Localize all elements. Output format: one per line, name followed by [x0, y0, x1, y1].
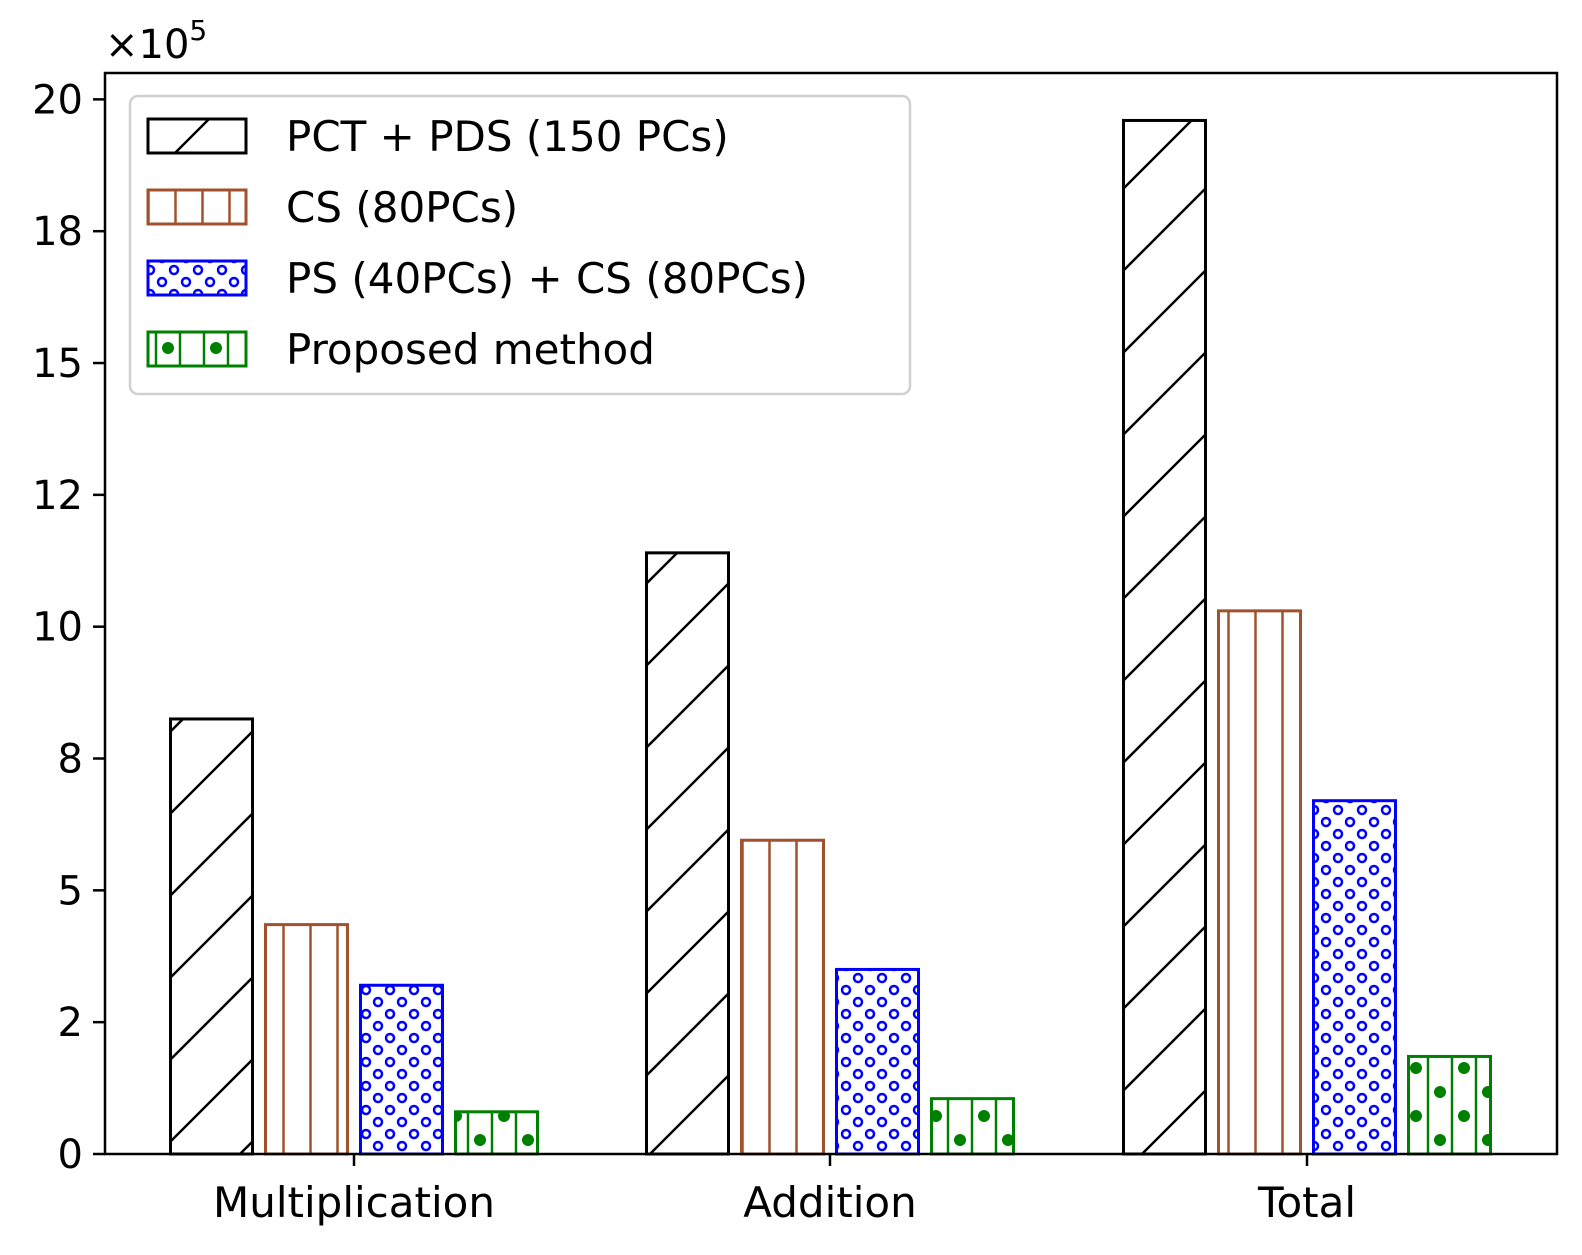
legend-label: PS (40PCs) + CS (80PCs)	[286, 254, 808, 303]
y-tick-label: 8	[58, 737, 83, 783]
legend-label: Proposed method	[286, 325, 655, 374]
legend-box	[128, 94, 912, 396]
x-tick-label: Multiplication	[213, 1178, 495, 1227]
plot-frame	[103, 71, 1559, 1156]
y-tick-label: 15	[32, 341, 83, 387]
bar-rings-total	[1312, 799, 1397, 1156]
legend-swatch-vertical	[146, 188, 248, 226]
y-multiplier-label: ×105	[105, 14, 207, 68]
x-axis-ticks: Multiplication Addition Total	[213, 1154, 1356, 1227]
y-tick-label: 2	[58, 1000, 83, 1046]
bar-vertical-dots-addition	[930, 1097, 1015, 1156]
bar-vertical-multiplication	[264, 923, 349, 1156]
y-tick-label: 0	[58, 1132, 83, 1178]
bar-diagonal-addition	[645, 551, 730, 1156]
y-tick-label: 18	[32, 209, 83, 255]
legend-swatch-diagonal	[146, 117, 248, 155]
bar-diagonal-multiplication	[169, 717, 254, 1156]
bar-series-group	[169, 118, 1492, 1156]
x-tick-label: Total	[1257, 1178, 1356, 1227]
x-tick-label: Addition	[743, 1178, 916, 1227]
legend: PCT + PDS (150 PCs) CS (80PCs) PS (40PCs) …	[128, 94, 912, 396]
y-tick-label: 20	[32, 77, 83, 123]
legend-swatch-rings	[146, 259, 248, 297]
bar-vertical-dots-multiplication	[454, 1110, 539, 1156]
legend-label: CS (80PCs)	[286, 183, 518, 232]
legend-label: PCT + PDS (150 PCs)	[286, 112, 729, 161]
bar-vertical-dots-total	[1407, 1054, 1492, 1156]
bar-vertical-total	[1217, 609, 1302, 1156]
bar-vertical-addition	[740, 838, 825, 1156]
bar-rings-multiplication	[359, 983, 444, 1156]
y-tick-label: 10	[32, 605, 83, 651]
y-tick-label: 12	[32, 473, 83, 519]
y-tick-label: 5	[58, 868, 83, 914]
y-axis-ticks: 0 2 5 8 10 12 15 18 20	[32, 77, 105, 1178]
bar-diagonal-total	[1122, 118, 1207, 1156]
bar-rings-addition	[835, 967, 920, 1156]
legend-swatch-vertical-dots	[146, 330, 248, 368]
